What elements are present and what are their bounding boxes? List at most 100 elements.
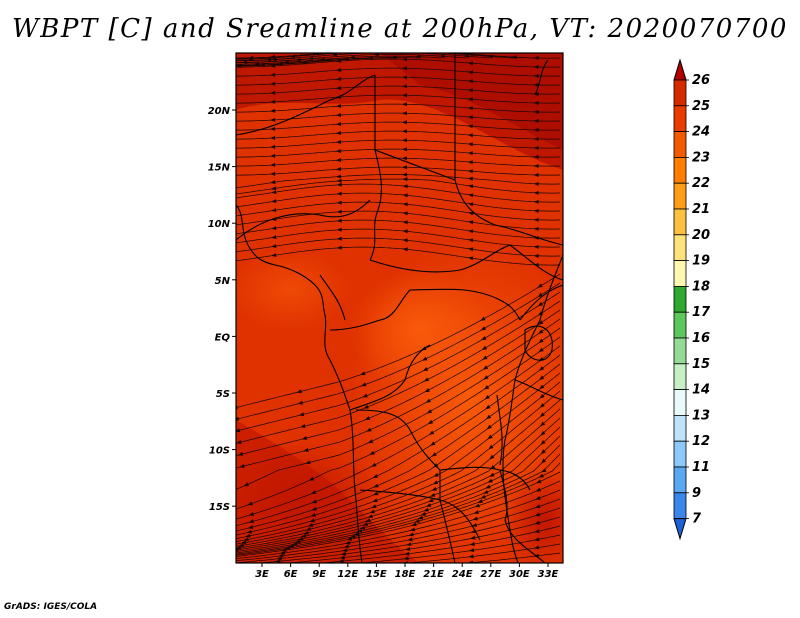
streamline-arrow xyxy=(463,54,469,59)
streamline-arrow xyxy=(336,191,342,196)
streamline-arrow xyxy=(402,220,408,225)
streamline xyxy=(236,76,560,86)
streamline-arrow xyxy=(290,54,296,59)
streamline xyxy=(236,94,560,104)
streamline-arrow xyxy=(428,430,435,435)
streamline-arrow xyxy=(533,235,539,240)
map-frame xyxy=(235,52,564,564)
streamline-arrow xyxy=(533,208,539,213)
streamline xyxy=(236,291,561,432)
border-cameroon xyxy=(319,274,346,321)
streamline-arrow xyxy=(343,544,349,549)
streamline-arrow xyxy=(533,128,539,133)
colorbar-label: 25 xyxy=(692,99,710,114)
wbpt-light-west xyxy=(236,250,350,330)
streamline-arrow xyxy=(423,507,429,512)
streamline-arrow xyxy=(467,106,473,111)
streamline-arrow xyxy=(401,147,407,152)
streamline-arrow xyxy=(420,511,427,516)
streamline-arrow xyxy=(533,110,539,115)
streamline-arrow xyxy=(271,208,277,213)
streamline-arrow xyxy=(468,554,474,559)
streamline-arrow xyxy=(538,338,544,344)
streamline-arrow xyxy=(533,83,539,88)
streamline-arrow xyxy=(364,416,371,420)
streamline xyxy=(236,103,560,113)
streamline-arrow xyxy=(338,559,344,563)
streamline-arrow xyxy=(335,86,342,91)
map-panel xyxy=(236,48,563,563)
colorbar-label: 18 xyxy=(692,279,710,294)
streamline-arrow xyxy=(335,131,342,136)
grads-credit: GrADS: IGES/COLA xyxy=(4,602,98,612)
streamline-arrow xyxy=(335,167,342,172)
streamline-arrow xyxy=(431,486,437,491)
streamline-arrow xyxy=(270,54,276,59)
streamline-arrow xyxy=(538,366,545,371)
border-chad xyxy=(369,149,382,261)
lon-label: 12E xyxy=(337,569,358,580)
streamline-arrow xyxy=(270,126,276,131)
streamline-arrow xyxy=(266,57,272,62)
streamline xyxy=(236,67,560,77)
streamline-arrow xyxy=(489,472,495,477)
streamline-arrow xyxy=(534,537,540,542)
colorbar-label: 11 xyxy=(692,460,710,475)
streamline-arrows xyxy=(236,48,547,563)
streamline-arrow xyxy=(369,450,375,455)
streamline-arrow xyxy=(307,523,314,527)
streamline-arrow xyxy=(380,48,385,52)
colorbar-label: 7 xyxy=(692,512,702,527)
streamline-arrow xyxy=(489,454,495,460)
streamline-arrow xyxy=(539,375,545,381)
border-kenya xyxy=(519,284,563,321)
streamline-arrow xyxy=(339,555,345,560)
colorbar-swatch xyxy=(673,131,687,158)
streamline-arrow xyxy=(335,140,342,145)
streamline xyxy=(236,327,561,490)
streamline-arrow xyxy=(533,190,539,195)
streamline-arrow xyxy=(407,537,413,542)
lat-label: 15S xyxy=(209,502,230,513)
streamline-arrow xyxy=(538,329,544,334)
colorbar-swatch xyxy=(673,234,687,262)
streamline-arrow xyxy=(483,385,490,390)
streamline-arrow xyxy=(402,238,408,243)
lat-label: 5S xyxy=(216,389,230,400)
streamline xyxy=(236,228,560,248)
streamline xyxy=(236,53,538,59)
streamline-arrow xyxy=(335,149,342,154)
colorbar-label: 12 xyxy=(692,434,710,449)
streamline-arrow xyxy=(535,504,541,509)
streamline-arrow xyxy=(239,464,245,468)
streamline xyxy=(236,246,560,266)
streamline-arrow xyxy=(540,421,546,427)
streamline-arrow xyxy=(533,226,539,231)
streamline-arrow xyxy=(248,55,254,60)
streamline-arrow xyxy=(270,81,276,86)
streamline-arrow xyxy=(270,108,276,113)
streamline xyxy=(236,381,561,540)
streamline-arrow xyxy=(467,151,473,156)
streamline-arrow xyxy=(401,93,407,98)
streamline-arrow xyxy=(431,452,437,457)
colorbar-swatch xyxy=(673,79,687,107)
streamline-arrow xyxy=(300,424,306,428)
streamline-arrow xyxy=(430,441,436,446)
streamline-arrow xyxy=(331,53,338,57)
streamline-arrow xyxy=(270,72,276,77)
streamline-arrow xyxy=(533,146,539,151)
colorbar-swatch xyxy=(673,285,687,313)
border-mozambique xyxy=(499,469,546,563)
streamline-arrow xyxy=(259,62,265,67)
lon-label: 6E xyxy=(284,569,298,580)
streamline-arrow xyxy=(372,498,378,503)
streamline-arrow xyxy=(401,66,407,71)
streamline-arrow xyxy=(409,527,416,532)
lon-label: 21E xyxy=(423,569,444,580)
streamline-arrow xyxy=(425,503,432,507)
streamline-arrow xyxy=(541,458,547,464)
streamline-arrow xyxy=(402,184,408,189)
streamline-arrow xyxy=(402,48,407,52)
streamline-arrow xyxy=(362,393,368,398)
